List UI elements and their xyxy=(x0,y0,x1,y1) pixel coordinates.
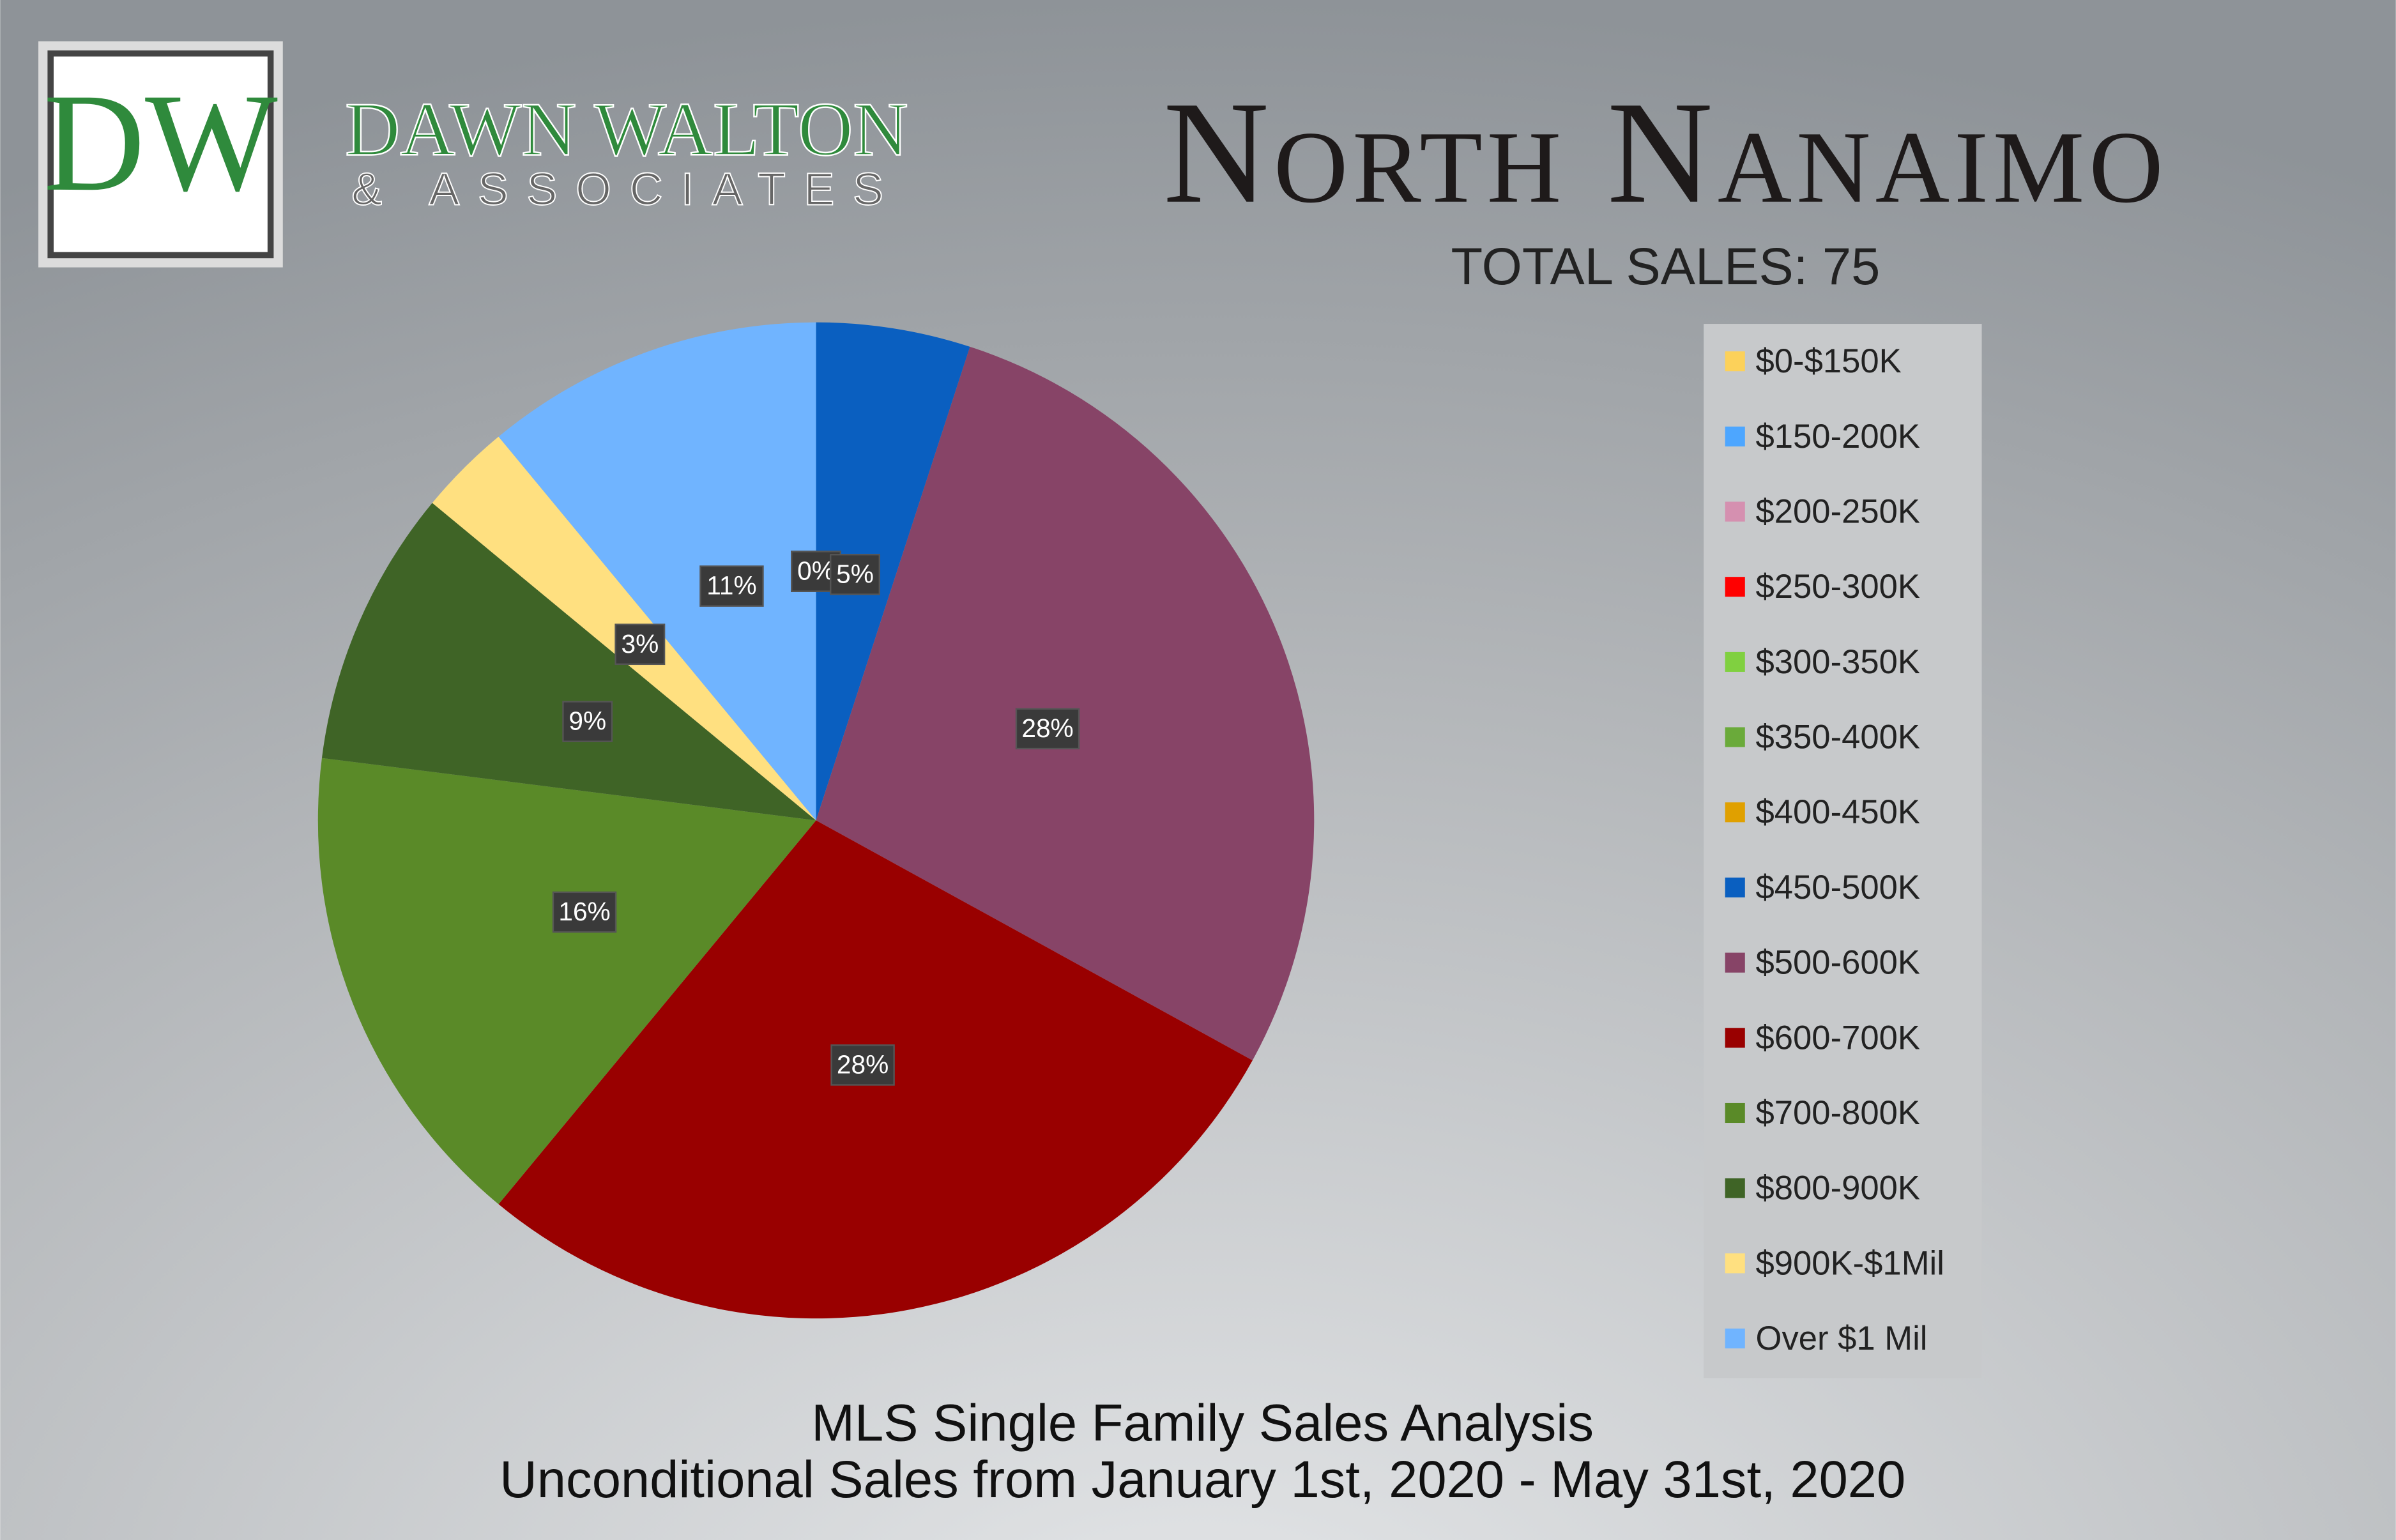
legend-swatch xyxy=(1725,1253,1745,1274)
pie-slice xyxy=(498,322,816,821)
legend-swatch xyxy=(1725,1178,1745,1198)
pie-slice xyxy=(317,758,816,1205)
data-label-box xyxy=(614,623,666,666)
legend-swatch xyxy=(1725,1328,1745,1349)
chart-title: North Nanaimo xyxy=(1163,71,2168,234)
data-label: 28% xyxy=(1021,713,1073,743)
data-label: 16% xyxy=(558,897,610,926)
legend-swatch xyxy=(1725,727,1745,747)
legend-label: $250-300K xyxy=(1756,568,1920,606)
legend-label: $900K-$1Mil xyxy=(1756,1244,1944,1282)
legend-label: $600-700K xyxy=(1756,1019,1920,1056)
pie-slice xyxy=(816,322,970,821)
footer-line: Unconditional Sales from January 1st, 20… xyxy=(500,1451,1905,1509)
logo-box xyxy=(47,50,274,259)
legend-swatch xyxy=(1725,1102,1745,1124)
legend-swatch xyxy=(1725,351,1745,372)
data-label: 5% xyxy=(836,559,874,588)
data-label-box xyxy=(552,891,617,933)
legend-label: $450-500K xyxy=(1756,869,1920,906)
legend-swatch xyxy=(1725,802,1745,823)
legend-swatch xyxy=(1725,501,1745,522)
legend-box xyxy=(1704,324,1982,1378)
legend-swatch xyxy=(1725,877,1745,897)
legend-swatch xyxy=(1725,426,1745,446)
legend-swatch xyxy=(1725,952,1745,973)
legend-swatch xyxy=(1725,577,1745,597)
logo-name: DAWN WALTON xyxy=(345,87,908,172)
legend-label: $350-400K xyxy=(1756,719,1920,756)
data-label: 9% xyxy=(568,706,606,736)
logo-initials: DW xyxy=(43,65,278,220)
legend-label: $0-$150K xyxy=(1756,342,1902,380)
legend-swatch xyxy=(1725,652,1745,672)
data-label-box xyxy=(830,554,880,595)
pie-slice xyxy=(321,503,816,821)
legend-label: Over $1 Mil xyxy=(1756,1320,1928,1357)
legend-label: $700-800K xyxy=(1756,1094,1920,1132)
legend-label: $150-200K xyxy=(1756,418,1920,455)
data-label: 28% xyxy=(837,1050,889,1079)
legend-swatch xyxy=(1725,1028,1745,1048)
legend-label: $200-250K xyxy=(1756,493,1920,531)
chart-subtitle: TOTAL SALES: 75 xyxy=(1451,238,1880,296)
data-label-box xyxy=(562,701,613,742)
footer-line: MLS Single Family Sales Analysis xyxy=(811,1394,1594,1452)
legend-label: $500-600K xyxy=(1756,944,1920,982)
data-label: 0% xyxy=(797,556,835,586)
legend-label: $800-900K xyxy=(1756,1170,1920,1207)
data-label-box xyxy=(830,1044,895,1086)
legend-label: $400-450K xyxy=(1756,793,1920,831)
data-label: 11% xyxy=(706,571,756,600)
data-label-box xyxy=(1015,708,1080,750)
pie-slice xyxy=(816,346,1315,1061)
legend-label: $300-350K xyxy=(1756,643,1920,681)
logo-tagline: & ASSOCIATES xyxy=(351,164,901,215)
logo: DW DAWN WALTON & ASSOCIATES xyxy=(38,41,909,268)
data-label: 3% xyxy=(621,629,659,659)
data-label-box xyxy=(699,565,764,607)
